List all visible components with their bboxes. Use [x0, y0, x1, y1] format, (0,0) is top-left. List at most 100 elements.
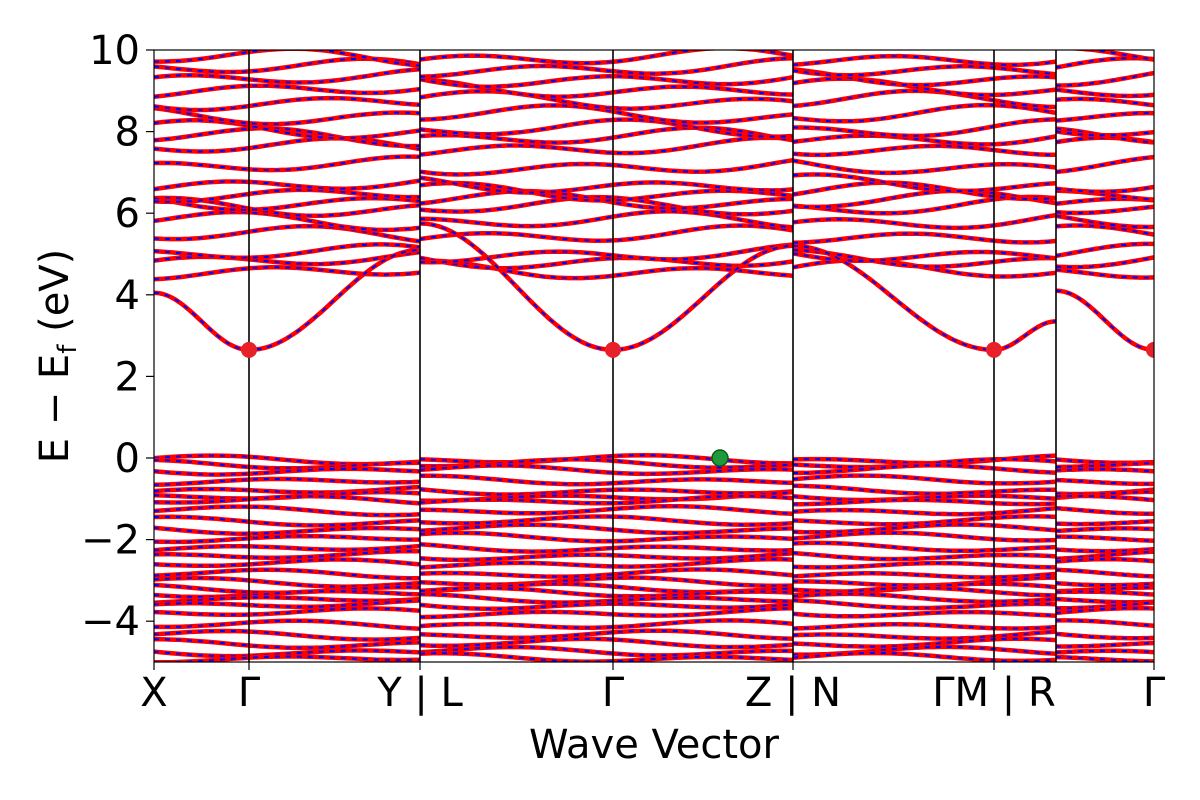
band-line-overlay [154, 558, 421, 567]
band-line [792, 609, 1057, 619]
band-line-overlay [419, 454, 794, 465]
band-line-overlay [1055, 558, 1154, 563]
band-line-overlay [1055, 656, 1154, 662]
band-line-overlay [1055, 507, 1154, 515]
band-line-overlay [419, 607, 794, 619]
band-line-overlay [419, 488, 794, 496]
band-line-overlay [420, 474, 794, 486]
band-line-overlay [154, 478, 421, 486]
band-line-overlay [419, 458, 794, 469]
y-axis-label: E − Ef (eV) [32, 249, 83, 464]
band-line-overlay [1055, 590, 1154, 596]
band-line-overlay [1055, 586, 1154, 593]
band-line-overlay [419, 629, 794, 640]
band-line-overlay [419, 637, 794, 649]
band-line [1055, 223, 1154, 237]
band-line [793, 497, 1057, 507]
band-line-overlay [154, 568, 420, 580]
cbm-marker [1146, 341, 1154, 358]
band-line-overlay [1055, 130, 1154, 137]
band-line-overlay [792, 173, 1057, 193]
band-line-overlay [154, 458, 421, 470]
y-tick-label: −2 [81, 518, 140, 564]
band-line [792, 540, 1057, 554]
band-lines [154, 50, 1154, 662]
band-line-overlay [419, 176, 794, 194]
y-tick-label: 2 [115, 354, 140, 400]
band-line [1055, 241, 1154, 259]
band-line-overlay [419, 159, 794, 176]
band-line [792, 629, 1057, 641]
band-line-overlay [154, 638, 421, 649]
band-line-overlay [792, 181, 1057, 200]
band-line-overlay [1055, 548, 1154, 553]
band-line-overlay [154, 467, 421, 476]
band-line-overlay [154, 50, 421, 67]
band-line-overlay [154, 545, 421, 552]
band-line-overlay [419, 586, 794, 598]
band-line-overlay [1055, 495, 1154, 502]
band-line [792, 505, 1057, 517]
vbm-marker [711, 449, 729, 467]
band-line-overlay [154, 550, 420, 559]
band-line-overlay [154, 629, 421, 641]
band-line [154, 265, 421, 282]
band-line-overlay [419, 531, 794, 543]
band-line [1055, 213, 1154, 230]
band-line-overlay [154, 619, 421, 630]
band-line-overlay [154, 179, 421, 191]
x-tick-label: ΓM | R [932, 670, 1056, 716]
band-line-overlay [792, 55, 1057, 66]
band-line-overlay [154, 495, 421, 505]
band-line-overlay [1055, 568, 1154, 578]
band-line-overlay [419, 126, 794, 144]
band-line-overlay [1055, 607, 1154, 614]
x-tick-label: Γ [602, 670, 625, 716]
y-axis-label-units: (eV) [32, 249, 78, 345]
band-line-overlay [419, 243, 794, 264]
band-line-overlay [154, 225, 421, 243]
x-axis-ticks: X Γ Y | L Γ Z | N ΓM | R Γ [140, 662, 1166, 716]
band-line-overlay [419, 568, 794, 578]
band-line [792, 53, 1057, 68]
band-line-overlay [419, 210, 794, 229]
band-line-overlay [792, 65, 1057, 77]
band-line [792, 560, 1057, 570]
y-tick-label: 0 [115, 436, 140, 482]
band-line-overlay [154, 155, 421, 172]
band-line-overlay [1055, 642, 1154, 648]
cbm-marker [986, 341, 1002, 358]
band-line [792, 636, 1057, 649]
band-line-overlay [154, 188, 420, 203]
band-line [154, 154, 421, 173]
band-line-overlay [419, 652, 794, 662]
plot-frame [153, 49, 1155, 663]
band-line-overlay [1056, 535, 1154, 542]
band-line-overlay [792, 104, 1057, 123]
band-line-overlay [154, 68, 421, 84]
band-line-overlay [419, 552, 794, 561]
band-line [792, 598, 1057, 611]
band-line [1055, 55, 1154, 70]
band-line-overlay [419, 90, 794, 110]
x-tick-label: Γ [238, 670, 261, 716]
band-line [792, 483, 1056, 496]
band-line [419, 157, 794, 177]
band-line-overlay [154, 107, 421, 126]
band-line-overlay [419, 505, 794, 515]
band-line-overlay [154, 596, 421, 604]
band-line-overlay [419, 256, 794, 270]
band-line-overlay [419, 224, 794, 242]
band-line-overlay [792, 77, 1057, 97]
band-line-overlay [1055, 479, 1154, 485]
band-line-overlay [419, 136, 794, 156]
band-line [792, 591, 1057, 604]
band-line [419, 74, 794, 89]
band-line-overlay [1055, 527, 1154, 532]
band-line-overlay [154, 197, 421, 211]
cbm-marker [241, 341, 257, 358]
band-line-overlay [792, 232, 1057, 244]
band-line-overlay [154, 649, 421, 658]
band-line [154, 618, 421, 631]
band-line-overlay [154, 505, 421, 517]
